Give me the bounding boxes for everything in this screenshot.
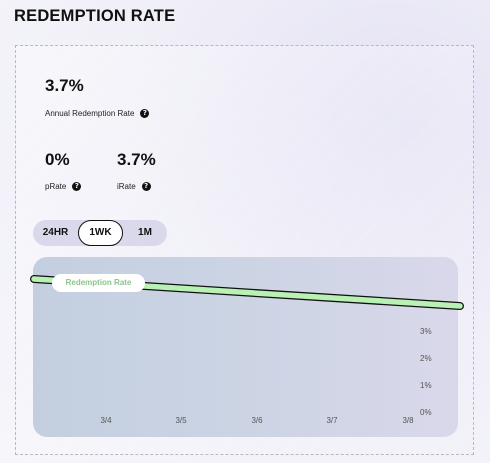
irate-label: iRate ? — [117, 182, 151, 191]
irate-label-text: iRate — [117, 182, 136, 191]
tab-1m[interactable]: 1M — [138, 227, 152, 238]
help-icon[interactable]: ? — [72, 182, 82, 191]
x-tick-label: 3/4 — [100, 416, 112, 425]
annual-rate-value: 3.7% — [45, 76, 84, 95]
help-icon[interactable]: ? — [140, 109, 150, 118]
y-tick-label: 0% — [420, 408, 432, 417]
tab-24hr[interactable]: 24HR — [42, 227, 69, 238]
annual-rate-label: Annual Redemption Rate ? — [45, 109, 150, 118]
series-tag: Redemption Rate — [52, 274, 145, 292]
range-tabs: 24HR 1WK 1M — [33, 220, 167, 246]
prate-label-text: pRate — [45, 182, 67, 191]
x-tick-label: 3/7 — [326, 416, 338, 425]
x-tick-label: 3/5 — [175, 416, 187, 425]
y-tick-label: 3% — [420, 327, 432, 336]
prate-value: 0% — [45, 150, 70, 169]
help-icon[interactable]: ? — [141, 182, 151, 191]
tab-1wk[interactable]: 1WK — [78, 220, 123, 246]
prate-label: pRate ? — [45, 182, 82, 191]
page-title: REDEMPTION RATE — [14, 7, 176, 25]
annual-rate-label-text: Annual Redemption Rate — [45, 109, 135, 118]
y-tick-label: 1% — [420, 381, 432, 390]
irate-value: 3.7% — [117, 150, 156, 169]
x-tick-label: 3/8 — [402, 416, 414, 425]
x-tick-label: 3/6 — [251, 416, 263, 425]
y-tick-label: 2% — [420, 354, 432, 363]
